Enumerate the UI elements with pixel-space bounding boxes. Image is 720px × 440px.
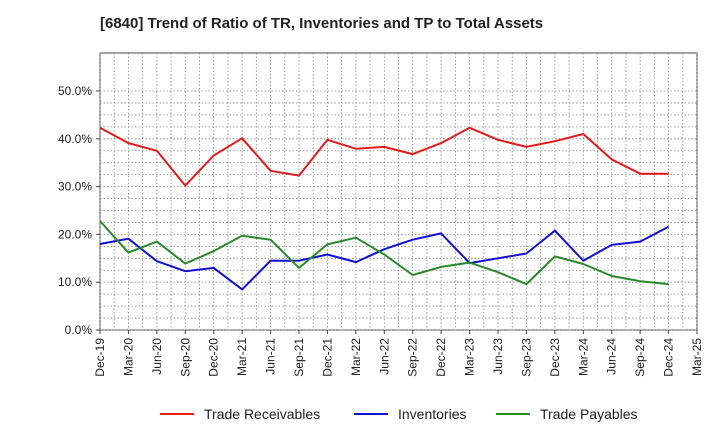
series-line-trade-payables xyxy=(99,220,669,286)
x-tick-label: Jun-20 xyxy=(150,338,164,375)
x-tick-label: Dec-20 xyxy=(207,338,221,377)
axis-labels: 0.0% 10.0% 20.0% 30.0% 40.0% 50.0% Dec-19 Mar-2… xyxy=(58,84,704,377)
series-line-trade-receivables xyxy=(99,126,669,187)
x-tick-label: Mar-23 xyxy=(463,338,477,376)
x-tick-label: Sep-24 xyxy=(633,338,647,377)
y-tick-label: 10.0% xyxy=(58,275,92,289)
x-tick-label: Dec-19 xyxy=(93,338,107,377)
x-tick-label: Jun-22 xyxy=(377,338,391,375)
x-tick-label: Dec-22 xyxy=(434,338,448,377)
series-lines xyxy=(99,126,670,291)
x-tick-label: Jun-23 xyxy=(491,338,505,375)
x-tick-label: Jun-21 xyxy=(264,338,278,375)
legend: Trade Receivables Inventories Trade Payabl… xyxy=(160,406,638,422)
x-tick-label: Sep-23 xyxy=(519,338,533,377)
x-tick-label: Dec-23 xyxy=(548,338,562,377)
x-tick-label: Sep-20 xyxy=(178,338,192,377)
y-tick-label: 40.0% xyxy=(58,132,92,146)
x-tick-label: Dec-24 xyxy=(662,338,676,377)
x-tick-label: Sep-21 xyxy=(292,338,306,377)
x-tick-label: Mar-24 xyxy=(576,338,590,376)
x-tick-label: Sep-22 xyxy=(406,338,420,377)
x-tick-label: Dec-21 xyxy=(320,338,334,377)
series-line-inventories xyxy=(99,225,670,291)
x-tick-label: Mar-22 xyxy=(349,338,363,376)
y-tick-label: 0.0% xyxy=(65,323,93,337)
y-tick-label: 50.0% xyxy=(58,84,92,98)
x-tick-label: Mar-25 xyxy=(690,338,704,376)
chart-title: [6840] Trend of Ratio of TR, Inventories… xyxy=(100,15,544,32)
legend-label: Trade Payables xyxy=(540,406,638,422)
x-tick-label: Jun-24 xyxy=(605,338,619,375)
legend-label: Trade Receivables xyxy=(204,406,320,422)
legend-label: Inventories xyxy=(398,406,466,422)
x-tick-label: Mar-21 xyxy=(235,338,249,376)
y-tick-label: 20.0% xyxy=(58,227,92,241)
grid-lines xyxy=(99,53,698,331)
y-tick-label: 30.0% xyxy=(58,180,92,194)
x-tick-label: Mar-20 xyxy=(121,338,135,376)
